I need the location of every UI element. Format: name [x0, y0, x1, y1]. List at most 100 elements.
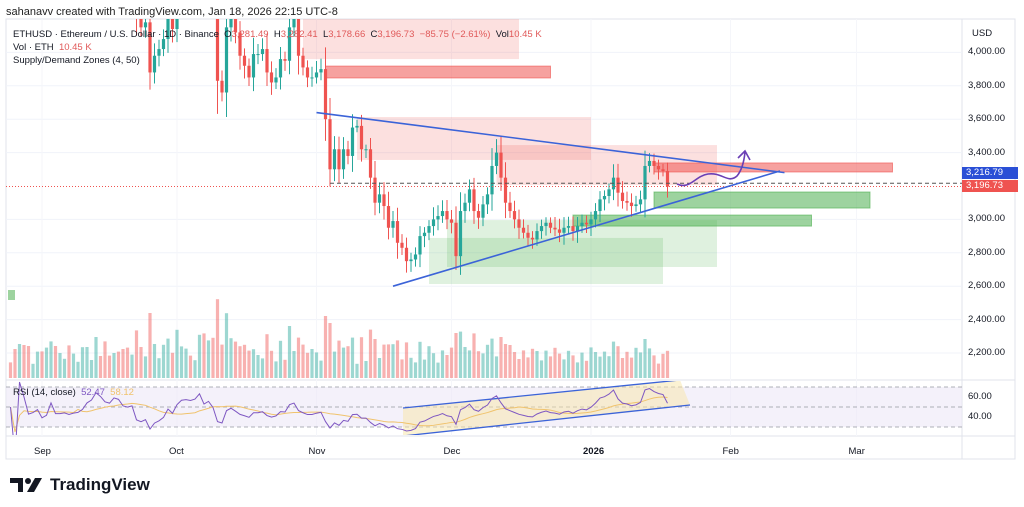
volume-bar — [107, 355, 112, 378]
rsi-pane — [6, 381, 962, 435]
candle-body — [422, 232, 427, 237]
rsi-ma-value: 58.12 — [110, 387, 134, 398]
last-price-label: 3,196.73 — [962, 180, 1018, 192]
candle-body — [161, 39, 166, 50]
volume-bar — [508, 345, 512, 378]
rsi-value: 52.47 — [81, 387, 105, 398]
volume-bar — [80, 347, 85, 378]
volume-bar — [206, 340, 211, 378]
volume-bar — [44, 347, 49, 378]
candle-body — [292, 19, 296, 28]
candle-body — [143, 22, 148, 28]
candle-body — [436, 216, 440, 220]
volume-bar — [629, 357, 634, 378]
candle-body — [314, 72, 319, 78]
volume-bar — [143, 356, 148, 378]
volume-bar — [566, 350, 571, 378]
candle-body — [368, 149, 373, 178]
volume-bar — [647, 348, 652, 378]
volume-bar — [157, 358, 161, 378]
candle-body — [571, 226, 575, 232]
volume-bar — [517, 359, 521, 378]
volume-bar — [571, 355, 575, 378]
rsi-channel-fill — [403, 381, 690, 435]
candle-body — [440, 211, 445, 217]
candle-body — [229, 19, 233, 28]
rsi-legend[interactable]: RSI (14, close) 52.47 58.12 — [13, 387, 134, 398]
rsi-line — [10, 381, 668, 435]
candle-body — [575, 226, 580, 232]
projection-path — [676, 151, 746, 187]
candle-body — [72, 2, 75, 5]
candle-body — [566, 226, 571, 228]
candle-body — [647, 160, 652, 166]
volume-bar — [548, 356, 553, 378]
volume-bar — [409, 357, 413, 378]
demand-zone — [429, 237, 663, 285]
volume-bar — [202, 333, 206, 378]
volume-bar — [305, 352, 310, 378]
candle-body — [346, 149, 350, 156]
volume-bar — [476, 351, 481, 378]
tradingview-logo[interactable]: TradingView — [10, 475, 150, 495]
volume-bar — [391, 344, 395, 378]
candle-body — [580, 222, 584, 227]
volume-bar — [413, 362, 418, 378]
grid — [6, 19, 962, 436]
volume-bar — [148, 313, 152, 378]
volume-bar — [76, 361, 80, 378]
supply-zone — [303, 19, 519, 60]
candle-body — [400, 242, 404, 248]
candle-body — [355, 125, 359, 128]
volume-indicator-legend[interactable]: Vol · ETH 10.45 K — [13, 42, 92, 53]
zones-indicator-legend[interactable]: Supply/Demand Zones (4, 50) — [13, 55, 140, 66]
volume-bar — [341, 347, 346, 378]
volume-bar — [431, 353, 436, 378]
volume-bar — [634, 347, 638, 378]
volume-bar — [562, 359, 566, 378]
supply-zone — [325, 65, 551, 79]
volume-bar — [197, 334, 202, 378]
drawings[interactable] — [6, 111, 962, 287]
rsi-tick-60: 60.00 — [968, 391, 992, 402]
time-tick: Feb — [722, 446, 739, 457]
candle-body — [494, 152, 499, 166]
volume-bar — [665, 350, 670, 378]
volume-bar — [557, 353, 562, 378]
volume-bar — [350, 337, 355, 378]
candle-body — [544, 222, 548, 227]
candle-body — [76, 1, 79, 3]
candle-body — [512, 211, 517, 220]
volume-indicator-value: 10.45 K — [58, 42, 92, 53]
volume-bar — [62, 358, 67, 378]
candle-body — [481, 204, 485, 218]
candle-body — [337, 149, 341, 170]
currency-label[interactable]: USD — [972, 28, 993, 39]
candle-body — [643, 165, 647, 200]
price-tick: 2,400.00 — [968, 313, 1005, 325]
volume-bar — [184, 348, 188, 378]
symbol-legend[interactable]: ETHUSD · Ethereum / U.S. Dollar · 1D · B… — [13, 29, 542, 40]
candle-body — [54, 0, 57, 2]
candle-body — [40, 0, 43, 2]
volume-bar — [296, 337, 301, 378]
candle-body — [377, 194, 382, 203]
volume-bar — [283, 359, 287, 378]
chart-credit: sahanavv created with TradingView.com, J… — [6, 6, 338, 18]
volume-bar — [211, 337, 215, 378]
volume-bar — [544, 350, 548, 378]
volume-bar — [328, 323, 332, 378]
volume-bar — [382, 344, 386, 378]
candle-body — [242, 55, 247, 66]
candle-body — [373, 177, 377, 203]
candle-body — [152, 55, 157, 73]
candle-body — [332, 149, 337, 170]
candle-body — [395, 221, 400, 243]
marked-price-label: 3,216.79 — [962, 167, 1018, 179]
candle-body — [449, 219, 454, 223]
time-tick: 2026 — [583, 446, 605, 457]
volume-bar — [40, 351, 44, 378]
candle-body — [175, 19, 179, 30]
price-chart[interactable] — [0, 0, 1024, 470]
candle-body — [305, 67, 310, 78]
